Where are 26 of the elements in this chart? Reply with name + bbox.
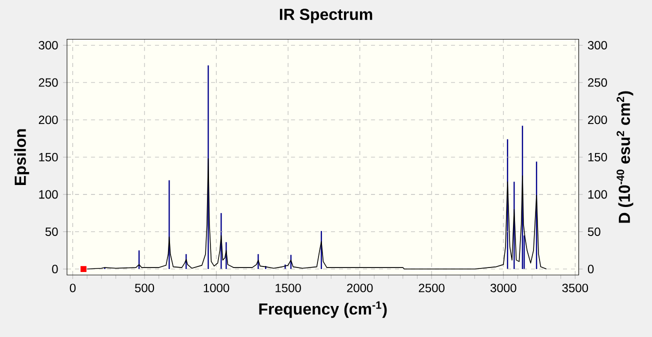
x-tick-label: 1500	[276, 284, 301, 292]
y-tick-label: 100	[39, 190, 58, 199]
y-tick-label: 150	[39, 152, 58, 162]
x-axis-title: Frequency (cm$^{-1}$)	[259, 301, 387, 318]
y2-tick-label: 0	[588, 264, 594, 274]
y-tick-label: 0	[52, 264, 58, 274]
x-tick-label: 2500	[418, 284, 444, 292]
x-tick-label: 2000	[347, 284, 373, 292]
y2-tick-label: 200	[588, 116, 608, 124]
y2-tick-label: 100	[588, 190, 608, 199]
y-tick-label: 300	[38, 40, 58, 50]
chart-title: IR Spectrum	[280, 8, 372, 24]
y-tick-label: 200	[38, 116, 58, 124]
y-tick-label: 50	[45, 227, 58, 236]
y-axis-title: Epsilon	[14, 129, 30, 185]
y2-tick-label: 300	[588, 40, 608, 50]
x-tick-label: 0	[70, 284, 76, 292]
x-tick-label: 3000	[490, 284, 516, 292]
y-tick-label: 250	[38, 78, 58, 87]
x-tick-label: 500	[134, 284, 154, 292]
y2-tick-label: 250	[588, 78, 608, 87]
y2-tick-label: 150	[588, 152, 608, 162]
x-tick-label: 3500	[562, 284, 588, 292]
x-tick-label: 1000	[204, 284, 230, 292]
y2-tick-label: 50	[588, 227, 600, 236]
y2-axis-title: D (10$^{-40}$ esu$^{2}$ cm$^{2}$)	[616, 91, 634, 223]
